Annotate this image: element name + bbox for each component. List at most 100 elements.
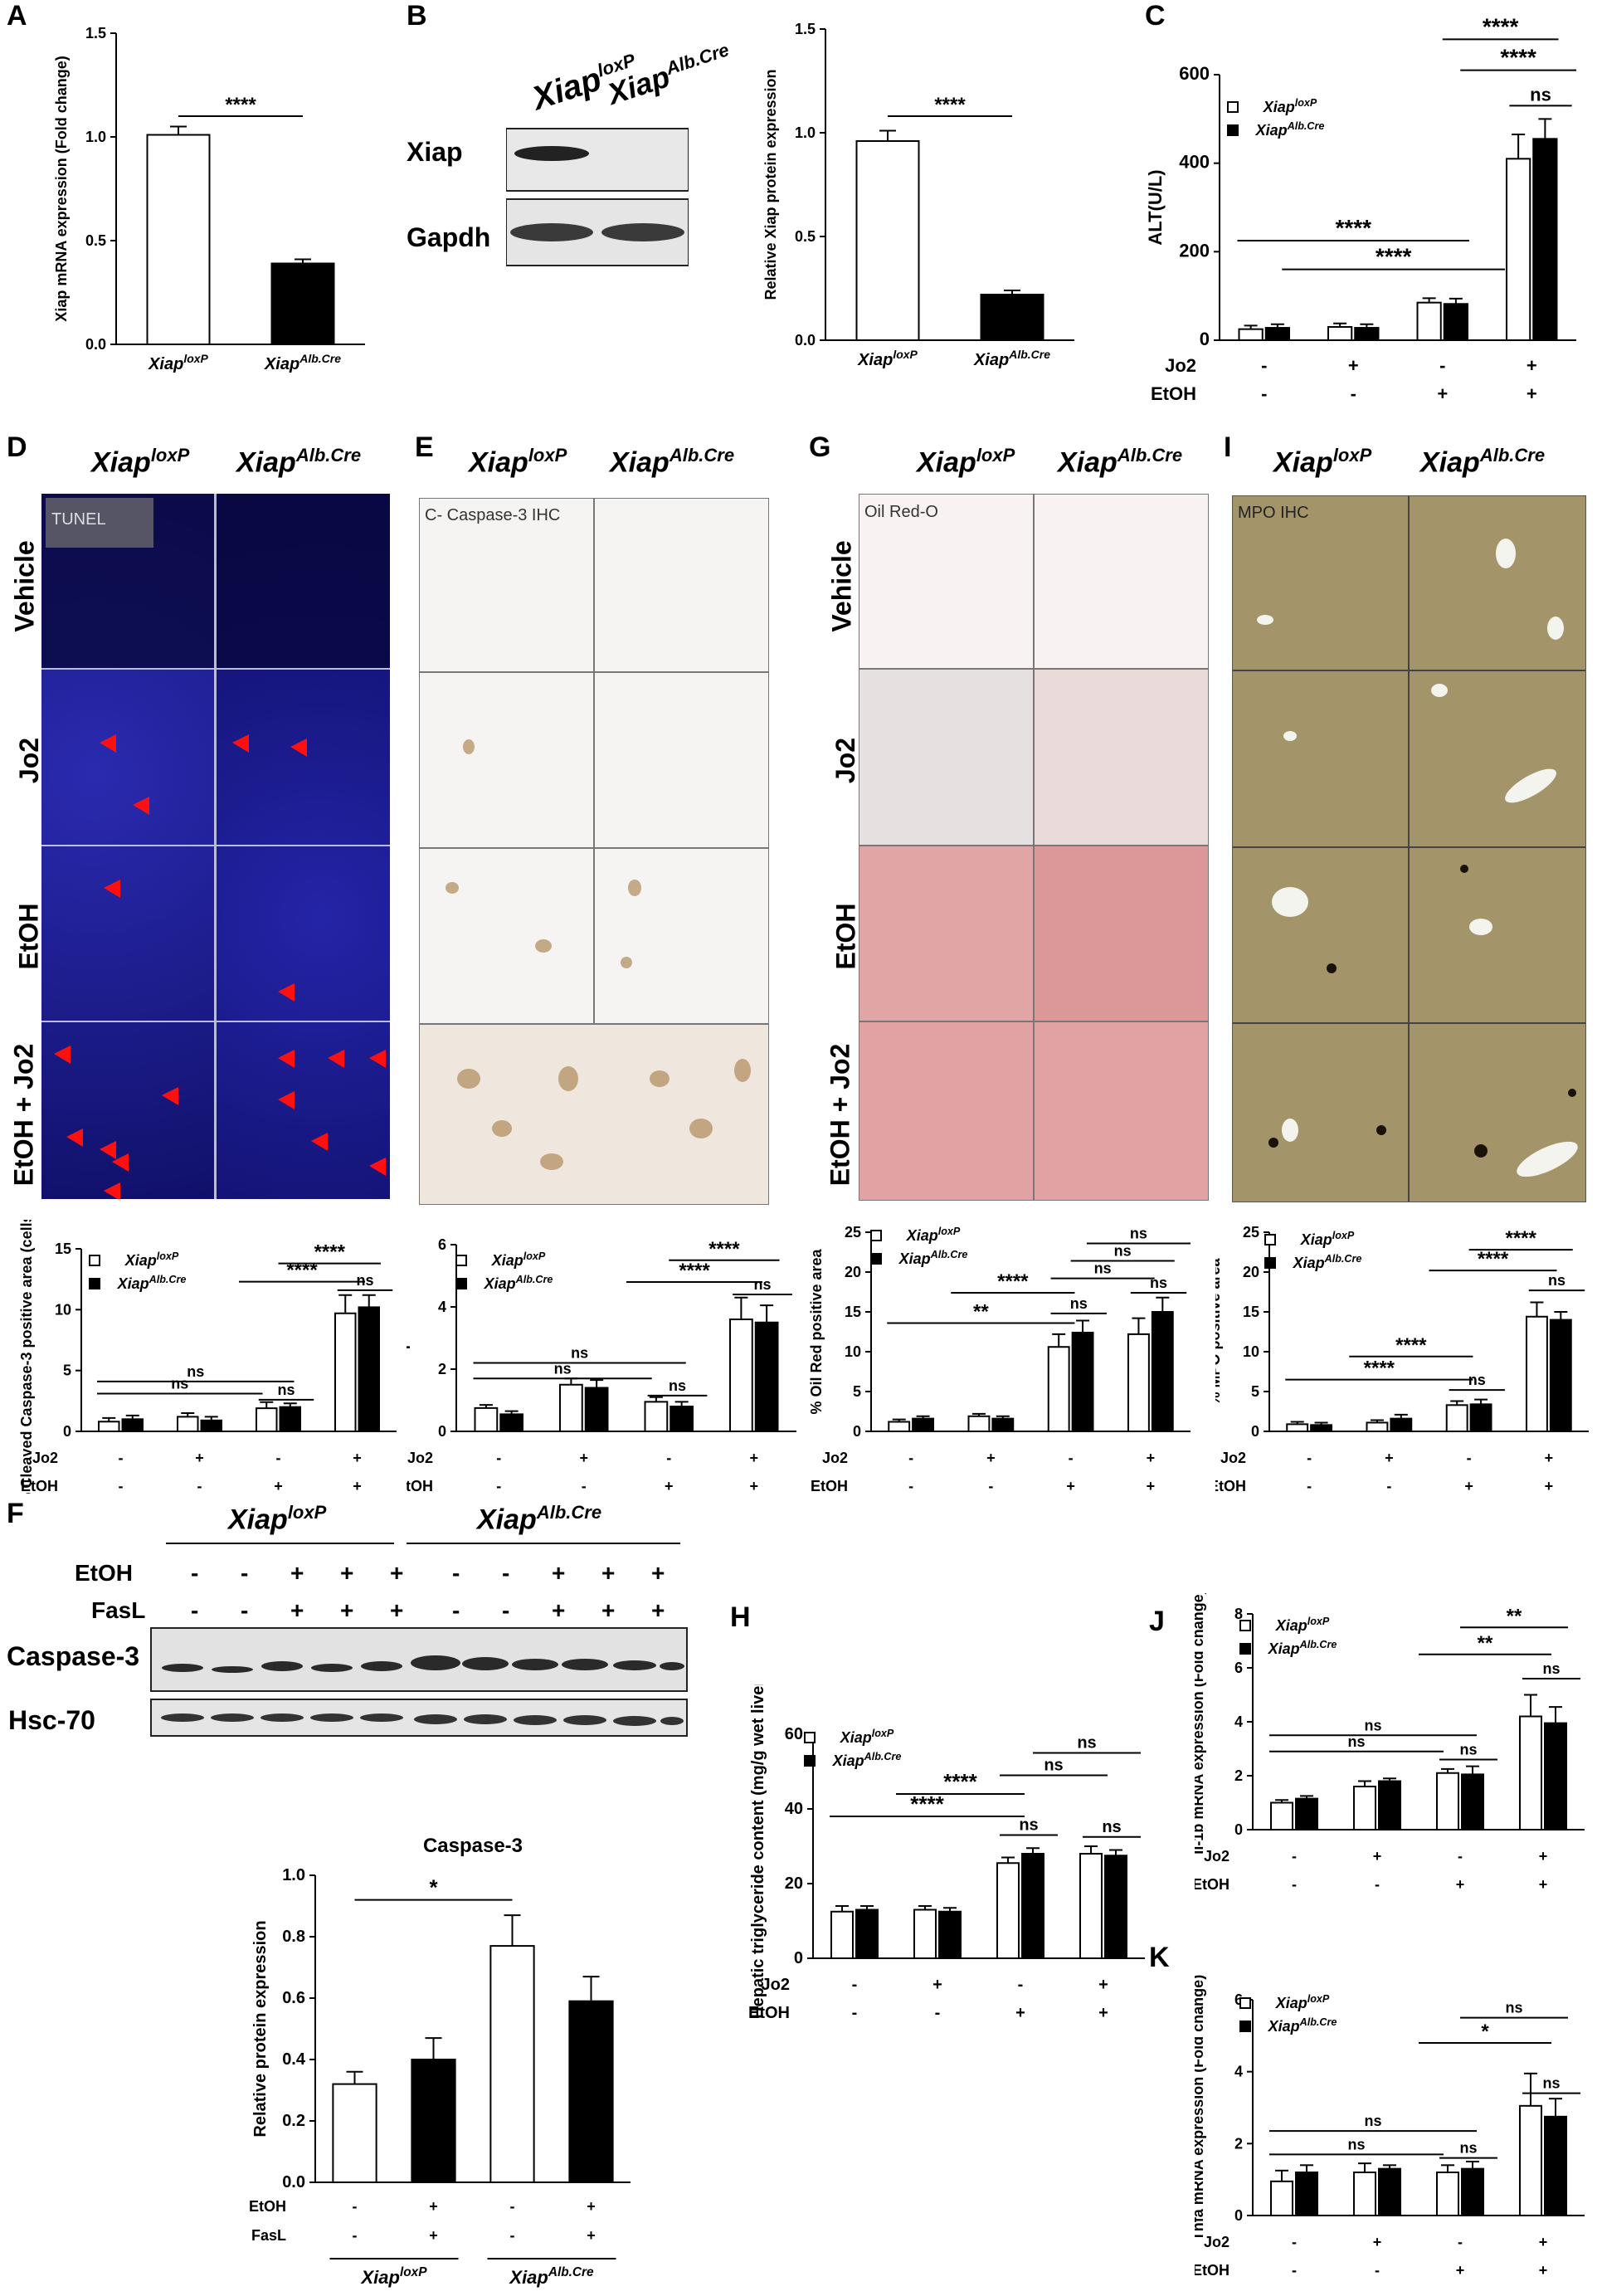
bar	[1506, 158, 1531, 341]
treatment-sign: -	[241, 1560, 249, 1586]
bar	[1544, 1722, 1567, 1830]
treatment-sign: +	[601, 1597, 616, 1623]
treatment-sign: -	[1375, 2262, 1380, 2279]
chart-a-xiap-mrna: 0.0 0.5 1.0 1.5 Xiap mRNA expression (Fold c…	[53, 25, 365, 373]
treatment-sign: +	[749, 1478, 758, 1494]
y-tick-label: 1.5	[85, 25, 106, 41]
treatment-sign: +	[1464, 1478, 1473, 1494]
tunel-arrow	[133, 797, 149, 815]
treatment-sign: -	[1375, 1876, 1380, 1893]
y-axis-label: ALT(U/L)	[1145, 169, 1166, 245]
legend-label: XiaploxP	[1275, 1616, 1330, 1634]
y-axis-label: % Oil Red positive area	[809, 1248, 825, 1414]
x-category-label: XiaploxP	[857, 348, 918, 369]
bar	[1047, 1346, 1070, 1433]
treatment-sign: -	[1467, 1450, 1472, 1466]
significance-label: **	[973, 1300, 989, 1323]
bar	[1353, 1786, 1376, 1830]
tunel-arrows	[54, 734, 386, 1199]
significance-label: ns	[1364, 1717, 1381, 1733]
tunel-arrow	[100, 734, 116, 753]
bar	[559, 1383, 583, 1432]
significance-label: ns	[1347, 2136, 1365, 2152]
y-tick-label: 1.5	[795, 21, 816, 37]
y-tick-label: 0	[63, 1423, 71, 1440]
tunel-image-grid	[41, 494, 390, 1199]
significance-label: ns	[1019, 1816, 1038, 1835]
treatment-sign: -	[1292, 1848, 1297, 1865]
treatment-sign: -	[1386, 1478, 1391, 1494]
significance-label: ns	[277, 1382, 295, 1398]
legend-label: XiapAlb.Cre	[1255, 120, 1325, 139]
panel-letter-i: I	[1224, 431, 1232, 463]
treatment-row-label: Jo2	[1204, 2234, 1229, 2250]
treatment-sign: +	[390, 1597, 404, 1623]
significance-label: ns	[1114, 1243, 1132, 1260]
bar	[411, 2059, 456, 2183]
y-tick-label: 20	[845, 1264, 861, 1280]
treatment-row-label: Jo2	[407, 1450, 433, 1466]
bar	[913, 1908, 937, 1959]
y-tick-label: 15	[1243, 1304, 1259, 1320]
tunel-arrow	[100, 1141, 116, 1159]
y-tick-label: 0	[438, 1423, 446, 1440]
tunel-arrow	[162, 1087, 178, 1105]
bar	[474, 1406, 499, 1432]
panel-letter-f: F	[7, 1498, 24, 1529]
legend-swatch	[455, 1255, 467, 1266]
chart-f-caspase3-protein: 0.0 0.2 0.4 0.6 0.8 1.0 Relative protein expre…	[249, 1835, 631, 2288]
y-tick-label: 0.2	[282, 2112, 305, 2130]
x-category-label: XiaploxP	[148, 352, 208, 373]
bar	[1416, 301, 1442, 341]
bar	[1270, 2180, 1293, 2217]
mpo-ihc-grid	[1232, 495, 1586, 1202]
treatment-sign: -	[852, 2004, 858, 2022]
treatment-sign: -	[935, 2004, 941, 2022]
significance-label: ****	[1478, 1248, 1509, 1270]
treatment-sign: +	[552, 1597, 566, 1623]
significance-label: ****	[708, 1238, 740, 1260]
treatment-sign: +	[651, 1560, 665, 1586]
significance-label: ****	[286, 1260, 318, 1282]
f-group-lines	[166, 1543, 680, 1544]
g-row-etoh-jo2: EtOH + Jo2	[825, 1043, 855, 1187]
legend-label: XiaploxP	[491, 1250, 546, 1269]
panel-letter-a: A	[7, 0, 27, 32]
legend-swatch	[870, 1230, 882, 1241]
y-axis-label: Relative protein expression	[251, 1920, 270, 2137]
legend-swatch	[804, 1732, 816, 1743]
y-tick-label: 0	[1251, 1423, 1259, 1440]
legend-label: XiapAlb.Cre	[1268, 1639, 1337, 1657]
y-tick-label: 10	[845, 1343, 861, 1360]
d-row-etoh-jo2: EtOH + Jo2	[8, 1043, 39, 1187]
bar	[358, 1306, 380, 1433]
y-tick-label: 2	[1234, 1767, 1243, 1784]
bar	[1295, 1797, 1318, 1830]
tunel-arrow	[311, 1133, 328, 1151]
bar	[1526, 1315, 1548, 1433]
treatment-sign: -	[191, 1597, 199, 1623]
treatment-sign: +	[1066, 1478, 1075, 1494]
treatment-sign: -	[119, 1478, 124, 1494]
bar	[855, 1908, 879, 1959]
bar	[912, 1417, 934, 1432]
legend-swatch	[455, 1278, 467, 1289]
y-tick-label: 0.4	[282, 2050, 306, 2069]
e-col-cre: XiapAlb.Cre	[610, 445, 735, 479]
f-etoh-signs: - - + + + - - + + +	[191, 1560, 689, 1588]
treatment-sign: +	[1373, 1848, 1382, 1865]
bar	[980, 294, 1044, 341]
tunel-arrow	[54, 1046, 71, 1064]
legend-label: XiapAlb.Cre	[484, 1274, 553, 1292]
treatment-sign: +	[1456, 2262, 1465, 2279]
legend-swatch	[89, 1255, 100, 1266]
significance-label: ****	[1500, 45, 1536, 71]
y-tick-label: 5	[1251, 1383, 1259, 1400]
significance-label: ****	[1395, 1334, 1427, 1357]
treatment-sign: -	[1261, 355, 1267, 376]
treatment-row-label: EtOH	[1151, 383, 1196, 404]
treatment-sign: +	[651, 1597, 665, 1623]
legend-swatch	[870, 1253, 882, 1265]
treatment-row-label: Jo2	[32, 1450, 58, 1466]
treatment-sign: +	[665, 1478, 674, 1494]
